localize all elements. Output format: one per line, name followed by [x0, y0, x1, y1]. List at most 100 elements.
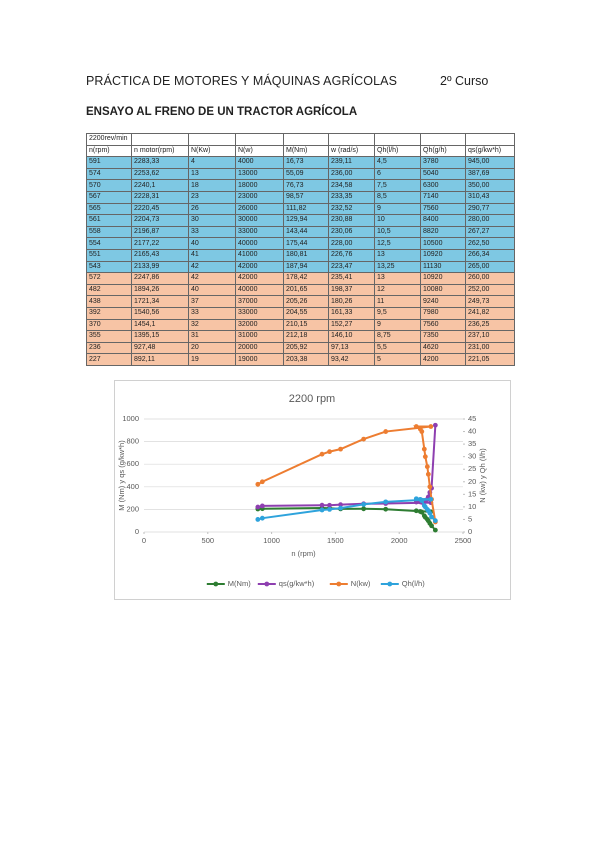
table-header-row: n(rpm) n motor(rpm) N(Kw) N(w) M(Nm) w (rad/s… — [86, 144, 515, 158]
y-tick-label: 200 — [126, 504, 139, 513]
x-tick-label: 2000 — [391, 536, 408, 545]
table-cell: 42000 — [235, 260, 284, 274]
data-point — [421, 503, 427, 509]
empty-cell — [131, 133, 189, 146]
table-cell: 233,35 — [328, 190, 375, 204]
y-tick-label: 600 — [126, 459, 139, 468]
table-cell: 31000 — [235, 330, 284, 343]
data-point — [259, 503, 265, 509]
header-cell: N(Kw) — [188, 144, 236, 158]
table-cell: 5,5 — [374, 341, 421, 355]
table-cell: 565 — [86, 202, 132, 216]
table-cell: 570 — [86, 179, 132, 192]
table-cell: 572 — [86, 272, 132, 285]
table-cell: 8820 — [420, 225, 466, 239]
table-cell: 32 — [188, 318, 236, 332]
data-point — [421, 446, 427, 452]
table-cell: 1894,26 — [131, 283, 189, 297]
data-point — [327, 507, 332, 512]
data-point — [383, 429, 389, 434]
table-cell: 235,41 — [328, 272, 375, 285]
table-cell: 482 — [86, 283, 132, 297]
table-cell: 7,5 — [374, 179, 421, 192]
table-row: 392 1540,56 33 33000 204,55 161,33 9,5 7980 241,… — [86, 306, 515, 320]
table-cell: 231,00 — [465, 341, 515, 355]
table-cell: 232,52 — [328, 202, 375, 216]
table-cell: 10500 — [420, 237, 466, 250]
data-point — [413, 496, 419, 502]
table-cell: 558 — [86, 225, 132, 239]
table-cell: 543 — [86, 260, 132, 274]
table-cell: 33000 — [235, 225, 284, 239]
table-cell: 32000 — [235, 318, 284, 332]
table-cell: 262,50 — [465, 237, 515, 250]
course: 2º Curso — [440, 74, 489, 88]
table-cell: 945,00 — [465, 156, 515, 169]
table-cell: 13000 — [235, 167, 284, 181]
table-cell: 30 — [188, 214, 236, 227]
data-point — [427, 484, 433, 490]
y2-tick-label: 25 — [468, 464, 476, 473]
table-cell: 230,06 — [328, 225, 375, 239]
x-tick-label: 1500 — [327, 536, 344, 545]
y2-tick-label: 45 — [468, 414, 476, 423]
legend-label: N(kw) — [351, 579, 371, 588]
table-cell: 267,27 — [465, 225, 515, 239]
table-cell: 20000 — [235, 341, 284, 355]
table-row: 591 2283,33 4 4000 16,73 239,11 4,5 3780 945,00 — [86, 156, 515, 169]
header-cell: qs(g/kw*h) — [465, 144, 515, 158]
empty-cell — [283, 133, 329, 146]
table-cell: 266,34 — [465, 248, 515, 262]
table-cell: 6 — [374, 167, 421, 181]
table-cell: 280,00 — [465, 214, 515, 227]
empty-cell — [328, 133, 375, 146]
table-cell: 234,58 — [328, 179, 375, 192]
table-cell: 180,81 — [283, 248, 329, 262]
y2-axis-label: N (kw) y Qh (l/h) — [478, 448, 487, 503]
data-table: 2200rev/min n(rpm) n motor(rpm) N(Kw) N(w) M(… — [86, 133, 515, 366]
table-cell: 23 — [188, 190, 236, 204]
legend-marker — [336, 581, 342, 587]
table-cell: 554 — [86, 237, 132, 250]
table-cell: 33 — [188, 225, 236, 239]
table-cell: 4620 — [420, 341, 466, 355]
data-point — [425, 471, 431, 477]
table-cell: 1540,56 — [131, 306, 189, 320]
data-point — [319, 507, 325, 513]
table-cell: 2177,22 — [131, 237, 189, 250]
x-tick-label: 0 — [142, 536, 146, 545]
table-cell: 2228,31 — [131, 190, 189, 204]
table-title-cell: 2200rev/min — [86, 133, 132, 146]
table-cell: 241,82 — [465, 306, 515, 320]
table-row: 565 2220,45 26 26000 111,82 232,52 9 7560 290,77 — [86, 202, 515, 216]
table-cell: 2133,99 — [131, 260, 189, 274]
table-cell: 239,11 — [328, 156, 375, 169]
table-cell: 201,65 — [283, 283, 329, 297]
table-cell: 198,37 — [328, 283, 375, 297]
table-cell: 370 — [86, 318, 132, 332]
table-cell: 20 — [188, 341, 236, 355]
table-row: 370 1454,1 32 32000 210,15 152,27 9 7560 236,25 — [86, 318, 515, 332]
table-cell: 7140 — [420, 190, 466, 204]
table-cell: 8,5 — [374, 190, 421, 204]
table-cell: 226,76 — [328, 248, 375, 262]
table-row: 543 2133,99 42 42000 187,94 223,47 13,25 11130 2… — [86, 260, 515, 274]
table-cell: 41000 — [235, 248, 284, 262]
table-cell: 2247,86 — [131, 272, 189, 285]
legend-label: Qh(l/h) — [402, 579, 425, 588]
table-cell: 18 — [188, 179, 236, 192]
table-cell: 355 — [86, 330, 132, 343]
table-cell: 252,00 — [465, 283, 515, 297]
table-cell: 210,15 — [283, 318, 329, 332]
data-point — [428, 424, 434, 429]
data-point — [429, 514, 434, 520]
table-cell: 180,26 — [328, 295, 375, 308]
table-cell: 4200 — [420, 353, 466, 366]
table-cell: 10920 — [420, 272, 466, 285]
table-cell: 12,5 — [374, 237, 421, 250]
table-cell: 9240 — [420, 295, 466, 308]
table-cell: 1721,34 — [131, 295, 189, 308]
empty-cell — [420, 133, 466, 146]
x-tick-label: 1000 — [263, 536, 280, 545]
table-cell: 13 — [374, 272, 421, 285]
